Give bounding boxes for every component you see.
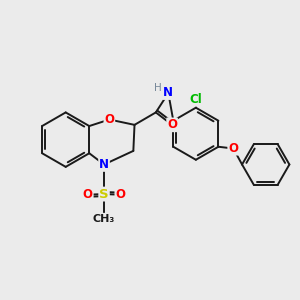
Text: Cl: Cl [190, 93, 202, 106]
Text: H: H [154, 82, 162, 93]
Text: O: O [115, 188, 125, 201]
Text: O: O [228, 142, 238, 155]
Text: O: O [83, 188, 93, 201]
Text: N: N [163, 86, 173, 99]
Text: O: O [167, 118, 177, 131]
Text: O: O [104, 113, 114, 126]
Text: N: N [99, 158, 109, 171]
Text: CH₃: CH₃ [93, 214, 115, 224]
Text: S: S [99, 188, 109, 201]
